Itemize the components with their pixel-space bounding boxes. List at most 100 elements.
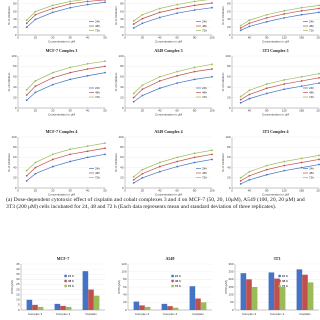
y-tick-label: 50 [230, 300, 234, 304]
line [240, 77, 320, 100]
y-tick-label: 0 [122, 33, 124, 37]
marker [265, 173, 268, 176]
y-tick-label: 20 [13, 95, 17, 99]
x-tick-label: 200 [316, 108, 320, 112]
x-tick-label: 30 [69, 188, 73, 192]
y-tick-label: 40 [120, 17, 124, 21]
marker [265, 92, 268, 95]
x-tick-label: 20 [141, 35, 145, 39]
x-tick-label: 30 [69, 35, 73, 39]
marker [193, 78, 196, 81]
line [240, 73, 320, 97]
y-tick-label: 45 [16, 262, 20, 266]
y-tick-label: 0 [122, 106, 124, 110]
line [26, 0, 106, 24]
marker [283, 9, 286, 12]
legend-label: 48h [309, 24, 314, 28]
marker [34, 172, 37, 175]
x-tick-label: 40 [86, 108, 90, 112]
x-tick-label: Complex 3 [242, 312, 257, 316]
x-axis-label: Concentration in μM [155, 112, 182, 116]
y-tick-label: 30 [16, 277, 20, 281]
y-tick-label: 20 [120, 176, 124, 180]
y-axis-label: IC50 (μM) [10, 280, 14, 293]
legend-label: 24h [95, 86, 100, 90]
legend-label: 24h [202, 86, 207, 90]
legend-label: 48 h [282, 279, 288, 283]
y-tick-label: 20 [120, 25, 124, 29]
y-tick-label: 10 [16, 298, 20, 302]
y-tick-label: 40 [13, 165, 17, 169]
line [26, 153, 106, 182]
legend-label: 48 h [68, 279, 74, 283]
marker [104, 153, 106, 156]
y-tick-label: 40 [227, 165, 231, 169]
marker [283, 16, 286, 19]
marker [300, 157, 303, 160]
marker [193, 70, 196, 73]
x-axis-label: Concentration in μM [155, 39, 182, 43]
x-tick-label: 20 [51, 108, 55, 112]
marker [248, 19, 251, 22]
chart-title: MCF-7 Complex 4 [46, 129, 78, 134]
marker [25, 94, 28, 96]
x-tick-label: Cisplatin [85, 312, 97, 316]
marker [248, 97, 251, 100]
y-tick-label: 60 [120, 9, 124, 13]
legend-label: 72h [309, 28, 314, 32]
legend-label: 24h [95, 19, 100, 23]
y-tick-label: 0 [125, 308, 127, 312]
y-axis-label: % of inhibition [221, 6, 225, 25]
y-tick-label: 100 [225, 135, 230, 139]
y-tick-label: 60 [120, 75, 124, 79]
marker [141, 94, 144, 97]
line [26, 60, 106, 91]
line [133, 0, 209, 22]
x-tick-label: 10 [34, 188, 38, 192]
marker [265, 83, 268, 85]
marker [248, 89, 251, 92]
y-tick-label: 80 [120, 145, 124, 149]
y-tick-label: 0 [15, 33, 17, 37]
marker [158, 165, 161, 168]
bar [268, 272, 275, 310]
x-tick-label: 0 [231, 188, 233, 192]
marker [51, 83, 54, 86]
x-tick-label: Complex 3 [28, 312, 43, 316]
marker [239, 179, 242, 182]
marker [34, 166, 37, 169]
marker [239, 24, 242, 27]
marker [86, 62, 89, 65]
y-tick-label: 60 [120, 155, 124, 159]
marker [239, 27, 242, 29]
legend-swatch [171, 279, 174, 283]
marker [141, 22, 144, 25]
y-tick-label: 60 [227, 9, 231, 13]
marker [158, 87, 161, 90]
bar [307, 282, 314, 310]
legend-label: 48h [202, 171, 207, 175]
legend-label: 72h [202, 175, 207, 179]
x-tick-label: 100 [209, 35, 214, 39]
x-tick-label: 100 [209, 188, 214, 192]
legend-label: 48h [95, 171, 100, 175]
marker [69, 78, 72, 81]
marker [193, 66, 196, 69]
marker [239, 98, 242, 101]
bar [302, 274, 308, 310]
x-tick-label: Complex 3 [135, 312, 150, 316]
marker [211, 149, 213, 152]
x-tick-label: 80 [193, 35, 197, 39]
chart-title: 3T3 [274, 256, 281, 261]
legend-label: 72 h [175, 284, 181, 288]
legend-label: 72h [202, 95, 207, 99]
marker [104, 142, 106, 145]
x-tick-label: Complex 4 [270, 312, 285, 316]
y-tick-label: 20 [227, 25, 231, 29]
marker [211, 75, 213, 78]
y-axis-label: % of inhibition [221, 72, 225, 91]
x-tick-label: 50 [103, 188, 107, 192]
y-tick-label: 80 [123, 277, 127, 281]
marker [132, 92, 135, 95]
